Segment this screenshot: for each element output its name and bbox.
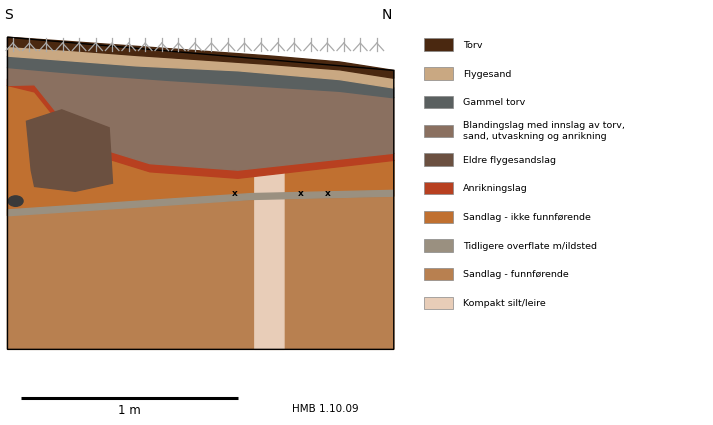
FancyBboxPatch shape [424,39,453,51]
Text: N: N [381,8,392,22]
Text: S: S [4,8,13,22]
Polygon shape [7,37,394,78]
Text: Flygesand: Flygesand [463,70,511,79]
Polygon shape [7,79,394,178]
Ellipse shape [8,196,23,206]
Text: Sandlag - ikke funnførende: Sandlag - ikke funnførende [463,213,591,222]
Polygon shape [7,68,394,170]
Text: x: x [324,189,330,198]
Text: Blandingslag med innslag av torv,
sand, utvaskning og anrikning: Blandingslag med innslag av torv, sand, … [463,121,625,142]
FancyBboxPatch shape [424,210,453,223]
Text: x: x [232,189,237,198]
Text: 1 m: 1 m [118,404,141,417]
Polygon shape [7,190,394,216]
Polygon shape [7,56,394,98]
Text: Anrikningslag: Anrikningslag [463,184,528,193]
FancyBboxPatch shape [424,67,453,79]
Text: Gammel torv: Gammel torv [463,98,525,107]
FancyBboxPatch shape [424,239,453,252]
Polygon shape [7,85,394,349]
FancyBboxPatch shape [424,125,453,137]
Text: Tidligere overflate m/ildsted: Tidligere overflate m/ildsted [463,241,597,251]
Polygon shape [7,46,394,88]
FancyBboxPatch shape [424,153,453,166]
Text: Eldre flygesandslag: Eldre flygesandslag [463,156,556,164]
Text: Torv: Torv [463,41,483,50]
FancyBboxPatch shape [424,268,453,280]
Text: HMB 1.10.09: HMB 1.10.09 [292,404,359,414]
Text: x: x [297,189,303,198]
FancyBboxPatch shape [424,182,453,194]
Polygon shape [26,110,113,191]
Text: Sandlag - funnførende: Sandlag - funnførende [463,270,569,279]
FancyBboxPatch shape [424,96,453,108]
FancyBboxPatch shape [424,297,453,309]
Text: Kompakt silt/leire: Kompakt silt/leire [463,299,545,308]
Polygon shape [7,85,394,216]
Polygon shape [255,164,284,349]
